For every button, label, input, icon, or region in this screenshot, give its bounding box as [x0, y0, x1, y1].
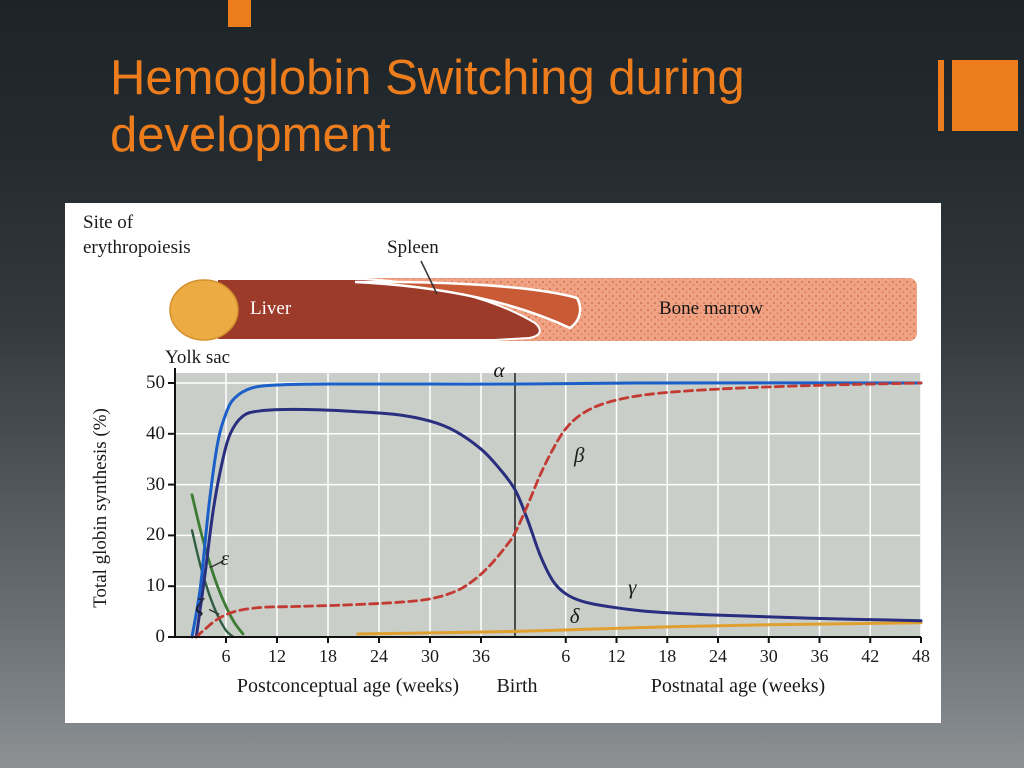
x-tick-label-fetal: 24 [370, 646, 388, 666]
curve-gamma [194, 407, 923, 639]
x-tick-label-fetal: 30 [421, 646, 439, 666]
curve-label-alpha: α [493, 357, 505, 382]
curve-label-gamma: γ [628, 575, 637, 600]
curve-alpha [190, 381, 923, 639]
y-axis-title: Total globin synthesis (%) [90, 408, 111, 608]
x-tick-label-postnatal: 42 [861, 646, 880, 666]
curve-epsilon [190, 493, 245, 636]
erythropoiesis-banner [169, 260, 917, 341]
spleen-region [354, 280, 582, 330]
site-of-erythropoiesis-label: Site of erythropoiesis [83, 211, 191, 260]
curve-label-epsilon: ε [220, 545, 229, 570]
corner-accent-line [938, 60, 944, 131]
x-tick-label-postnatal: 12 [607, 646, 626, 666]
yolk-sac-label: Yolk sac [165, 347, 231, 368]
globin-synthesis-chart [168, 368, 923, 643]
figure-panel: Site of erythropoiesis Spleen Liver Bone… [65, 203, 941, 723]
curve-beta [194, 381, 923, 639]
x-tick-label-postnatal: 48 [912, 646, 930, 666]
slide-title: Hemoglobin Switching during development [110, 51, 745, 162]
postnatal-axis-caption: Postnatal age (weeks) [650, 675, 826, 697]
figure-graphic [168, 260, 923, 643]
site-label-line2: erythropoiesis [83, 236, 191, 258]
x-tick-label-postnatal: 24 [709, 646, 727, 666]
x-tick-label-fetal: 36 [472, 646, 490, 666]
curve-label-leader-zeta [208, 608, 220, 616]
curve-zeta [190, 529, 234, 638]
x-tick-label-fetal: 18 [319, 646, 337, 666]
curve-label-delta: δ [569, 603, 580, 628]
plot-area [175, 373, 921, 637]
bone-marrow-label: Bone marrow [659, 298, 763, 319]
y-tick-label: 20 [146, 524, 165, 546]
curve-label-leader-epsilon [209, 561, 223, 569]
curve-label-zeta: ζ [195, 593, 204, 618]
fetal-axis-caption: Postconceptual age (weeks) [236, 675, 460, 697]
curve-delta [356, 621, 923, 636]
y-tick-label: 0 [155, 626, 166, 647]
x-tick-label-fetal: 12 [268, 646, 286, 666]
x-tick-label-postnatal: 6 [561, 646, 571, 666]
x-tick-label-postnatal: 36 [810, 646, 829, 666]
y-tick-label: 50 [146, 372, 165, 393]
liver-label: Liver [250, 298, 292, 319]
y-tick-label: 10 [146, 575, 165, 597]
yolk-sac-region [169, 279, 239, 341]
curve-label-beta: β [573, 443, 585, 468]
y-tick-label: 30 [146, 473, 165, 495]
top-accent-tab [228, 0, 251, 27]
x-tick-label-postnatal: 18 [658, 646, 677, 666]
y-tick-label: 40 [146, 422, 165, 444]
birth-caption: Birth [496, 675, 538, 697]
x-tick-label-fetal: 6 [221, 646, 231, 666]
site-label-line1: Site of [83, 212, 134, 233]
x-tick-label-postnatal: 30 [759, 646, 778, 666]
corner-accent-square [952, 60, 1018, 131]
spleen-label: Spleen [387, 237, 439, 258]
spleen-pointer-line [420, 260, 438, 295]
